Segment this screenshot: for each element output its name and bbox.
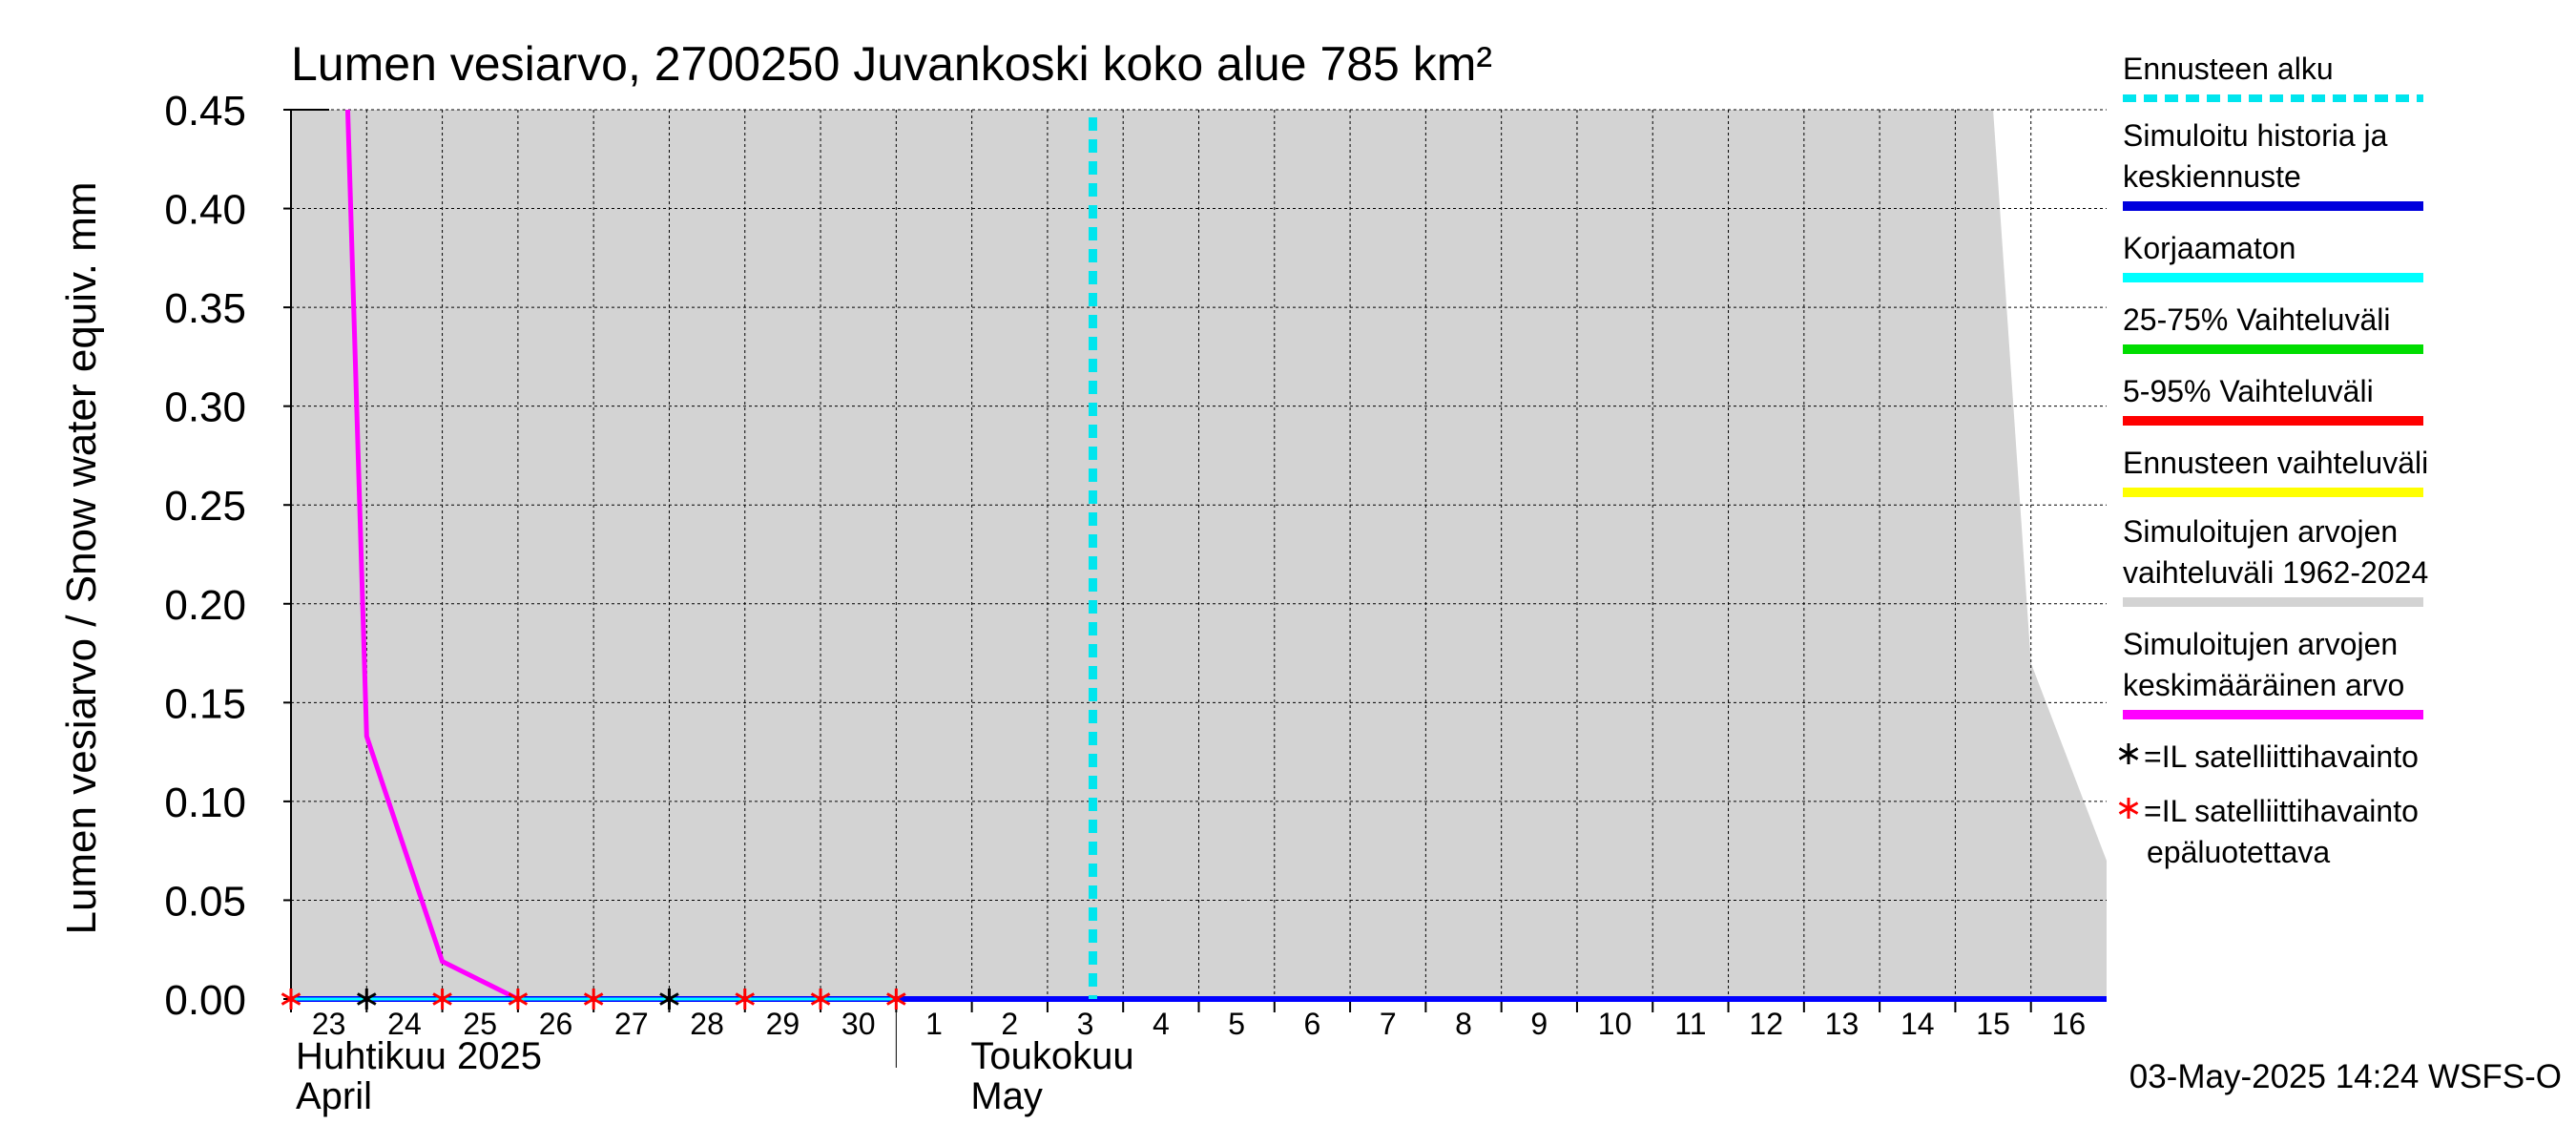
x-tick-label: 1 <box>925 1007 943 1041</box>
y-tick-label: 0.15 <box>164 680 246 727</box>
x-tick-label: 10 <box>1598 1007 1632 1041</box>
satellite-obs-unreliable-marker-stroke <box>886 992 906 1006</box>
legend-label: 25-75% Vaihteluväli <box>2123 302 2390 337</box>
legend-item: =IL satelliittihavainto epäluotettava <box>2118 794 2419 869</box>
month-label-en: May <box>970 1075 1043 1117</box>
legend-label: Simuloitujen arvojen <box>2123 514 2398 549</box>
satellite-obs-unreliable-marker <box>886 989 906 1010</box>
legend-item: Korjaamaton <box>2123 231 2423 282</box>
legend-label: vaihteluväli 1962-2024 <box>2123 555 2428 590</box>
legend-marker <box>2118 802 2139 815</box>
legend-item: =IL satelliittihavainto <box>2118 739 2419 774</box>
legend-label: Korjaamaton <box>2123 231 2296 265</box>
y-tick-label: 0.10 <box>164 780 246 826</box>
x-tick-label: 3 <box>1077 1007 1094 1041</box>
x-tick-label: 11 <box>1674 1007 1706 1041</box>
satellite-obs-unreliable-marker-stroke <box>735 992 756 1006</box>
satellite-obs-marker-stroke <box>659 992 679 1006</box>
legend-label: 5-95% Vaihteluväli <box>2123 374 2374 408</box>
legend: Ennusteen alku Simuloitu historia ja keski… <box>2118 52 2428 869</box>
x-tick-label: 29 <box>766 1007 800 1041</box>
y-tick-label: 0.45 <box>164 88 246 135</box>
x-tick-label: 14 <box>1901 1007 1935 1041</box>
y-tick-label: 0.00 <box>164 977 246 1024</box>
y-tick-label: 0.40 <box>164 187 246 234</box>
satellite-obs-unreliable-marker-stroke <box>432 992 452 1006</box>
y-tick-label: 0.35 <box>164 285 246 332</box>
x-tick-label: 23 <box>312 1007 346 1041</box>
legend-item: Ennusteen vaihteluväli <box>2123 446 2428 497</box>
x-tick-label: 6 <box>1304 1007 1321 1041</box>
x-tick-label: 24 <box>387 1007 422 1041</box>
x-tick-label: 5 <box>1228 1007 1245 1041</box>
satellite-obs-unreliable-marker-stroke <box>810 992 831 1006</box>
legend-label: Simuloitu historia ja <box>2123 118 2388 153</box>
month-label-en: April <box>296 1075 372 1117</box>
x-tick-label: 26 <box>539 1007 573 1041</box>
satellite-obs-unreliable-marker-stroke <box>583 992 604 1006</box>
satellite-obs-unreliable-marker <box>432 989 452 1010</box>
legend-label: =IL satelliittihavainto <box>2144 794 2419 828</box>
x-tick-label: 12 <box>1749 1007 1783 1041</box>
y-tick-label: 0.30 <box>164 385 246 431</box>
x-tick-label: 7 <box>1380 1007 1397 1041</box>
legend-label: Ennusteen vaihteluväli <box>2123 446 2428 480</box>
legend-label: Simuloitujen arvojen <box>2123 627 2398 661</box>
x-tick-label: 13 <box>1825 1007 1859 1041</box>
legend-item: 25-75% Vaihteluväli <box>2123 302 2423 354</box>
month-label-fi: Toukokuu <box>970 1035 1133 1077</box>
y-axis-label: Lumen vesiarvo / Snow water equiv. mm <box>58 181 105 934</box>
legend-label: Ennusteen alku <box>2123 52 2334 86</box>
legend-label: keskiennuste <box>2123 159 2301 194</box>
plot-area: 0.00 0.05 0.10 0.15 0.20 0.25 0.30 0.35 0.40 0.45… <box>164 88 2107 1117</box>
x-tick-label: 9 <box>1530 1007 1548 1041</box>
x-tick-label: 25 <box>463 1007 497 1041</box>
satellite-obs-marker <box>659 989 679 1010</box>
legend-item: 5-95% Vaihteluväli <box>2123 374 2423 426</box>
legend-label: epäluotettava <box>2147 835 2330 869</box>
x-tick-label: 4 <box>1153 1007 1170 1041</box>
y-tick-label: 0.25 <box>164 483 246 530</box>
y-tick-label: 0.20 <box>164 582 246 629</box>
chart-title: Lumen vesiarvo, 2700250 Juvankoski koko … <box>291 37 1492 91</box>
satellite-obs-unreliable-marker-stroke <box>280 992 301 1006</box>
satellite-obs-unreliable-marker <box>735 989 756 1010</box>
legend-item: Ennusteen alku <box>2123 52 2423 102</box>
legend-item: Simuloitujen arvojen keskimääräinen arvo <box>2123 627 2423 719</box>
satellite-obs-marker-stroke <box>357 992 377 1006</box>
legend-label: =IL satelliittihavainto <box>2144 739 2419 774</box>
x-tick-label: 27 <box>614 1007 649 1041</box>
x-tick-label: 15 <box>1976 1007 2010 1041</box>
legend-item: Simuloitujen arvojen vaihteluväli 1962-20… <box>2123 514 2428 607</box>
satellite-obs-unreliable-marker-stroke <box>508 992 529 1006</box>
footer-timestamp: 03-May-2025 14:24 WSFS-O <box>2129 1058 2562 1095</box>
satellite-obs-unreliable-marker <box>810 989 831 1010</box>
legend-marker <box>2118 747 2139 760</box>
y-tick-label: 0.05 <box>164 878 246 925</box>
legend-item: Simuloitu historia ja keskiennuste <box>2123 118 2423 211</box>
month-label-fi: Huhtikuu 2025 <box>296 1035 542 1077</box>
satellite-obs-unreliable-marker <box>583 989 604 1010</box>
satellite-obs-unreliable-marker <box>280 989 301 1010</box>
x-tick-label: 30 <box>841 1007 876 1041</box>
x-tick-label: 2 <box>1001 1007 1018 1041</box>
x-tick-label: 16 <box>2052 1007 2087 1041</box>
satellite-obs-unreliable-marker <box>508 989 529 1010</box>
satellite-obs-marker <box>357 989 377 1010</box>
x-tick-label: 8 <box>1455 1007 1472 1041</box>
legend-label: keskimääräinen arvo <box>2123 668 2404 702</box>
x-tick-label: 28 <box>690 1007 724 1041</box>
